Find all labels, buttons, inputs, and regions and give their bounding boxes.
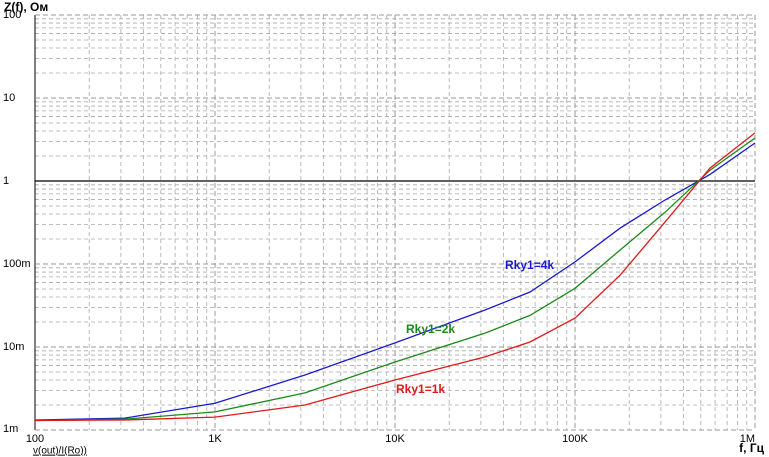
- series-line: [34, 132, 756, 422]
- chart-title: Z(f), Ом: [4, 0, 48, 14]
- series-line: [34, 142, 756, 421]
- y-tick-label: 1: [3, 175, 9, 187]
- y-tick-label: 10: [3, 92, 15, 104]
- y-tick-label: 10m: [3, 341, 24, 353]
- x-tick-label: 1K: [208, 433, 222, 445]
- y-tick-label: 1m: [3, 423, 18, 435]
- series-label: Rky1=4k: [505, 258, 554, 272]
- series-label: Rky1=2k: [406, 322, 455, 336]
- y-tick-label: 100m: [3, 258, 31, 270]
- x-axis-label: f, Гц: [739, 441, 764, 455]
- expression-label: v(out)/I(Ro)): [33, 446, 87, 457]
- series-line: [34, 137, 756, 422]
- series-label: Rky1=1k: [396, 382, 445, 396]
- x-tick-label: 100K: [562, 433, 588, 445]
- x-tick-label: 1M: [740, 433, 755, 445]
- x-tick-label: 10K: [385, 433, 405, 445]
- x-tick-label: 100: [26, 433, 44, 445]
- y-tick-label: 100: [3, 9, 21, 21]
